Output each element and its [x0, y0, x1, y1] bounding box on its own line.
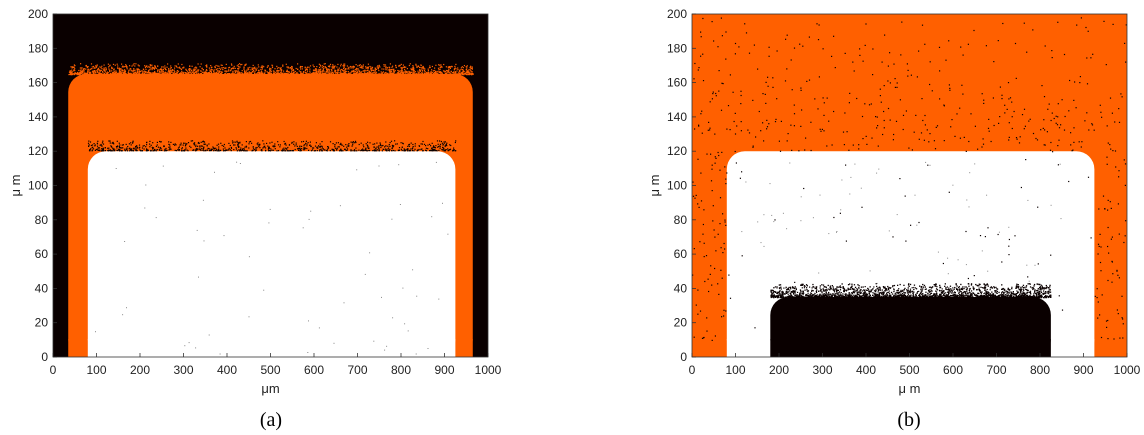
x-tick-label: 0	[50, 363, 57, 377]
x-ticks-a: 0 100 200 300 400 500 600 700 800 900 1000	[50, 353, 502, 377]
y-tick-label: 160	[28, 76, 48, 90]
y-tick-label: 40	[35, 281, 49, 295]
x-tick-label: 400	[217, 363, 237, 377]
x-tick-label: 100	[725, 363, 745, 377]
panel-a: 0 100 200 300 400 500 600 700 800 900 1000 0 20 40 60…	[8, 7, 502, 431]
x-tick-label: 300	[173, 363, 193, 377]
y-axis-label-b: μ m	[647, 175, 662, 197]
y-ticks-b: 0 20 40 60 80 100 120 140 160 180 200	[667, 7, 696, 364]
x-tick-label: 700	[347, 363, 367, 377]
y-tick-label: 60	[674, 247, 688, 261]
x-tick-label: 500	[899, 363, 919, 377]
x-tick-label: 500	[260, 363, 280, 377]
y-tick-label: 120	[667, 144, 687, 158]
x-tick-label: 300	[812, 363, 832, 377]
x-tick-label: 900	[1073, 363, 1093, 377]
y-tick-label: 140	[28, 110, 48, 124]
x-axis-label-b: μ m	[899, 381, 921, 396]
x-tick-label: 100	[86, 363, 106, 377]
caption-b: (b)	[897, 409, 920, 431]
panel-b: 0 100 200 300 400 500 600 700 800 900 1000 0 20 40 60…	[647, 7, 1141, 431]
speckle-b	[692, 17, 1127, 341]
y-tick-label: 0	[41, 350, 48, 364]
y-tick-label: 0	[680, 350, 687, 364]
y-tick-label: 20	[35, 316, 49, 330]
y-tick-label: 160	[667, 76, 687, 90]
y-tick-label: 80	[35, 213, 49, 227]
x-tick-label: 900	[434, 363, 454, 377]
y-tick-label: 180	[667, 41, 687, 55]
x-tick-label: 700	[986, 363, 1006, 377]
y-tick-label: 100	[667, 179, 687, 193]
x-tick-label: 200	[130, 363, 150, 377]
y-tick-label: 60	[35, 247, 49, 261]
x-tick-label: 0	[689, 363, 696, 377]
y-tick-label: 120	[28, 144, 48, 158]
region-black-region	[770, 296, 1051, 357]
x-ticks-b: 0 100 200 300 400 500 600 700 800 900 1000	[689, 353, 1141, 377]
y-tick-label: 140	[667, 110, 687, 124]
caption-a: (a)	[260, 409, 282, 431]
plot-area-b	[692, 14, 1127, 357]
y-tick-label: 200	[667, 7, 687, 21]
y-ticks-a: 0 20 40 60 80 100 120 140 160 180 200	[28, 7, 57, 364]
x-tick-label: 200	[769, 363, 789, 377]
y-tick-label: 40	[674, 281, 688, 295]
x-tick-label: 400	[856, 363, 876, 377]
x-tick-label: 800	[1030, 363, 1050, 377]
x-axis-label-a: μm	[261, 381, 279, 396]
y-tick-label: 20	[674, 316, 688, 330]
x-tick-label: 800	[391, 363, 411, 377]
y-axis-label-a: μ m	[8, 175, 23, 197]
y-tick-label: 100	[28, 179, 48, 193]
y-tick-label: 200	[28, 7, 48, 21]
x-tick-label: 600	[304, 363, 324, 377]
y-tick-label: 80	[674, 213, 688, 227]
x-tick-label: 1000	[1114, 363, 1141, 377]
x-tick-label: 1000	[475, 363, 502, 377]
x-tick-label: 600	[943, 363, 963, 377]
speckle-a	[68, 63, 474, 355]
region-white-region	[87, 151, 456, 357]
y-tick-label: 180	[28, 41, 48, 55]
